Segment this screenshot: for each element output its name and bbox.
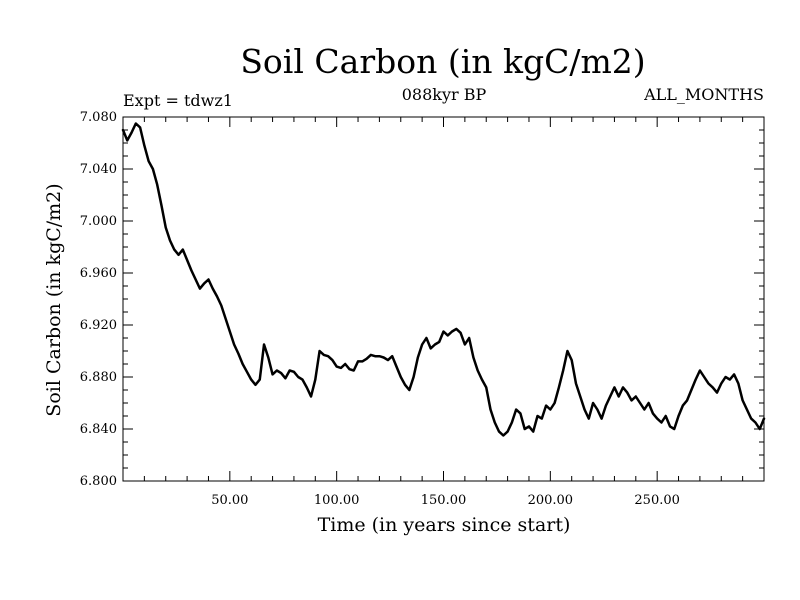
x-tick-label: 100.00 bbox=[314, 493, 360, 508]
x-axis: 50.00 100.00 150.00 200.00 250.00 bbox=[143, 117, 744, 508]
axis-labels: Time (in years since start) Soil Carbon … bbox=[43, 183, 570, 536]
y-tick-label: 6.960 bbox=[80, 266, 117, 281]
y-tick-label: 7.040 bbox=[80, 162, 117, 177]
soil-carbon-series-line bbox=[121, 122, 766, 437]
y-axis-label: Soil Carbon (in kgC/m2) bbox=[43, 183, 65, 416]
x-tick-label: 150.00 bbox=[421, 493, 467, 508]
chart-title: Soil Carbon (in kgC/m2) bbox=[240, 42, 645, 81]
y-tick-label: 6.880 bbox=[80, 370, 117, 385]
x-axis-label: Time (in years since start) bbox=[318, 514, 571, 536]
y-axis: 6.800 6.840 6.880 6.920 6.960 7.000 7.040 7.080 bbox=[80, 110, 764, 489]
y-tick-label: 7.000 bbox=[80, 214, 117, 229]
x-tick-label: 200.00 bbox=[528, 493, 574, 508]
y-tick-label: 6.840 bbox=[80, 422, 117, 437]
y-tick-label: 6.920 bbox=[80, 318, 117, 333]
period-label: 088kyr BP bbox=[402, 85, 487, 104]
months-label: ALL_MONTHS bbox=[643, 85, 764, 104]
experiment-label: Expt = tdwz1 bbox=[123, 91, 233, 110]
x-tick-label: 50.00 bbox=[211, 493, 248, 508]
x-tick-label: 250.00 bbox=[634, 493, 680, 508]
y-tick-label: 6.800 bbox=[80, 474, 117, 489]
plot-area: 50.00 100.00 150.00 200.00 250.00 6.800 6.840… bbox=[80, 110, 766, 508]
y-tick-label: 7.080 bbox=[80, 110, 117, 125]
title-area: Soil Carbon (in kgC/m2) Expt = tdwz1 088… bbox=[123, 42, 764, 110]
